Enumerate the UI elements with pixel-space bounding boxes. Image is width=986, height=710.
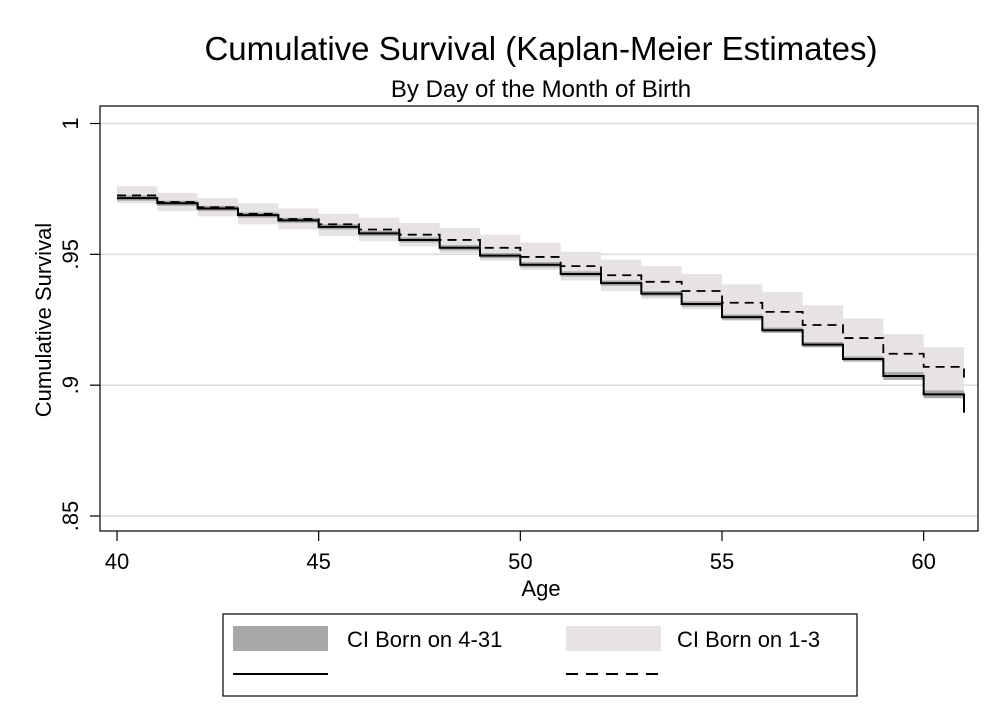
confidence-bands [117,186,964,422]
legend-swatch-ci-4-31 [233,626,328,651]
legend-label-ci-1-3: CI Born on 1-3 [677,627,820,652]
x-tick-label-4: 60 [911,549,935,574]
ci-band-born-1-3 [117,186,964,422]
plot-frame [99,105,979,532]
y-tick-label-1: .9 [58,376,83,394]
line-born-1-3 [117,194,965,380]
x-tick-label-0: 40 [105,549,129,574]
y-axis-label: Cumulative Survival [31,223,56,417]
x-tick-label-3: 55 [710,549,734,574]
legend: CI Born on 4-31 CI Born on 1-3 [222,613,858,697]
y-tick-label-2: .95 [58,239,83,270]
x-tick-label-2: 50 [508,549,532,574]
legend-label-ci-4-31: CI Born on 4-31 [347,627,502,652]
legend-swatch-ci-1-3 [566,626,661,651]
legend-box [222,613,858,697]
x-axis: 40 45 50 55 60 [105,531,936,574]
y-tick-label-0: .85 [58,501,83,532]
chart-subtitle: By Day of the Month of Birth [391,76,691,103]
chart-title: Cumulative Survival (Kaplan-Meier Estima… [204,30,877,67]
y-tick-label-3: 1 [58,117,83,129]
x-axis-label: Age [521,576,560,601]
x-tick-label-1: 45 [306,549,330,574]
y-axis: .85 .9 .95 1 [58,117,100,531]
line-born-4-31 [117,197,965,413]
survival-lines [117,194,965,413]
